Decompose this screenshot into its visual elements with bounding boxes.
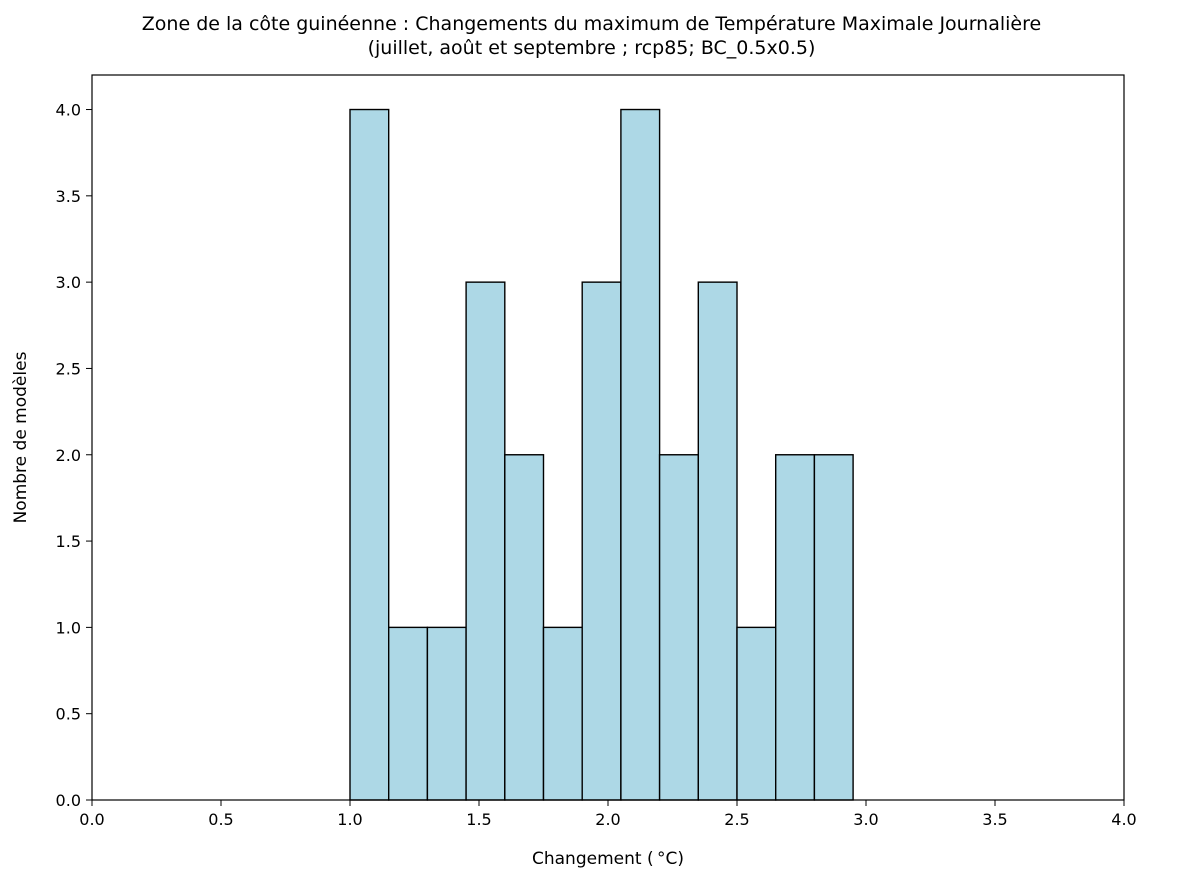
histogram-bar-7 <box>581 281 622 801</box>
histogram-bar-13 <box>813 454 854 801</box>
y-tick-label: 0.5 <box>56 705 81 724</box>
x-tick-label: 3.0 <box>853 810 878 829</box>
y-axis-label: Nombre de modèles <box>11 351 31 523</box>
y-tick-label: 3.5 <box>56 187 81 206</box>
histogram-bar-3 <box>426 626 467 801</box>
y-tick-label: 2.0 <box>56 446 81 465</box>
y-tick-label: 0.0 <box>56 791 81 810</box>
x-axis: 0.0 0.5 1.0 1.5 2.0 2.5 3.0 3.5 4.0 <box>79 800 1137 829</box>
x-tick-label: 2.5 <box>724 810 749 829</box>
histogram-bar-6 <box>542 626 583 801</box>
x-tick-label: 1.5 <box>466 810 491 829</box>
x-axis-label: Changement ( °C) <box>532 849 684 869</box>
histogram-bar-12 <box>775 454 816 801</box>
x-tick-label: 0.5 <box>208 810 233 829</box>
chart-title-block: Zone de la côte guinéenne : Changements … <box>0 12 1183 60</box>
x-tick-label: 2.0 <box>595 810 620 829</box>
x-tick-label: 1.0 <box>337 810 362 829</box>
chart-subtitle: (juillet, août et septembre ; rcp85; BC_… <box>367 37 816 59</box>
y-axis: 0.0 0.5 1.0 1.5 2.0 2.5 3.0 3.5 4.0 <box>56 101 92 810</box>
x-tick-label: 0.0 <box>79 810 104 829</box>
histogram-bar-9 <box>658 454 699 801</box>
chart-title: Zone de la côte guinéenne : Changements … <box>141 13 1042 35</box>
histogram-bar-5 <box>504 454 545 801</box>
y-tick-label: 2.5 <box>56 359 81 378</box>
histogram-bar-1 <box>349 108 390 801</box>
y-tick-label: 1.5 <box>56 532 81 551</box>
y-tick-label: 4.0 <box>56 101 81 120</box>
x-tick-label: 3.5 <box>982 810 1007 829</box>
bars-group <box>349 108 854 801</box>
y-tick-label: 1.0 <box>56 618 81 637</box>
histogram-bar-8 <box>620 108 661 801</box>
histogram-bar-4 <box>465 281 506 801</box>
y-tick-label: 3.0 <box>56 273 81 292</box>
histogram-bar-2 <box>388 626 429 801</box>
histogram-bar-10 <box>697 281 738 801</box>
x-tick-label: 4.0 <box>1111 810 1136 829</box>
histogram-bar-11 <box>736 626 777 801</box>
